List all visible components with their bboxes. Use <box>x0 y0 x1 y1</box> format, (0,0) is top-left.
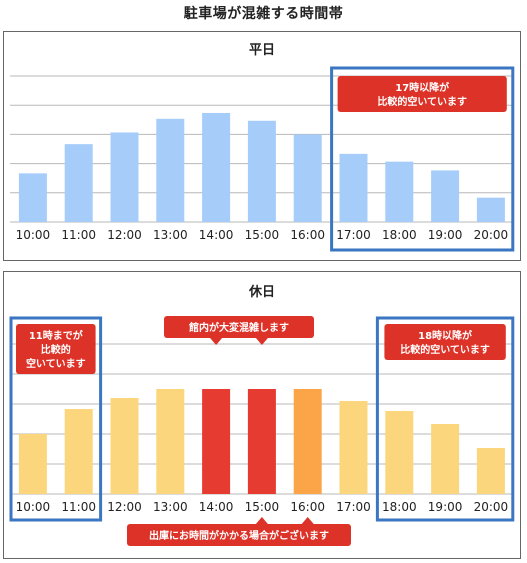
callout-until-11-text: 比較的 <box>41 343 71 356</box>
holiday-chart-panel: 休日 10:00 11:00 12:00 13:00 14:00 15:00 16:00 17:… <box>3 271 521 559</box>
weekday-chart-panel: 平日 10:00 11:00 12:00 13:00 14:00 15:00 16:00 17:… <box>3 31 521 261</box>
callout-after-18-box <box>384 324 506 360</box>
callout-very-crowded-box <box>164 316 314 338</box>
bar-1700 <box>339 153 368 222</box>
x-tick-label: 13:00 <box>153 228 188 242</box>
x-tick-label: 10:00 <box>16 228 51 242</box>
x-tick-label: 17:00 <box>336 500 371 514</box>
callout-very-crowded-text: 館内が大変混雑します <box>188 321 289 334</box>
highlight-box-after-17 <box>330 66 515 252</box>
bar-1600 <box>293 389 322 494</box>
page-title: 駐車場が混雑する時間帯 <box>183 6 344 22</box>
callout-until-11-text: 空いています <box>26 357 86 370</box>
x-tick-label: 20:00 <box>474 500 509 514</box>
bar-1500 <box>247 389 276 494</box>
weekday-bar-chart: 平日 10:00 11:00 12:00 13:00 14:00 15:00 16:00 17:… <box>10 43 515 252</box>
callout-after-18-text: 18時以降が <box>418 329 473 342</box>
bar-1400 <box>202 389 231 494</box>
callout-until-11-text: 11時までが <box>29 329 84 342</box>
callout-after-18-text: 比較的空いています <box>400 343 490 356</box>
highlight-box-until-11 <box>9 316 103 522</box>
callout-exit-delay-pointer <box>255 517 268 524</box>
x-tick-label: 17:00 <box>336 228 371 242</box>
x-tick-label: 15:00 <box>245 228 280 242</box>
callout-after-17-text: 比較的空いています <box>377 95 467 108</box>
bar-1000 <box>18 434 47 494</box>
x-tick-label: 19:00 <box>428 500 463 514</box>
x-tick-label: 16:00 <box>290 500 325 514</box>
bar-1100 <box>64 409 93 494</box>
x-tick-label: 11:00 <box>61 500 96 514</box>
x-tick-label: 18:00 <box>382 228 417 242</box>
callout-very-crowded-pointer <box>255 338 268 345</box>
chart-title: 休日 <box>248 284 275 300</box>
x-tick-label: 18:00 <box>382 500 417 514</box>
callout-exit-delay-text: 出庫にお時間がかかる場合がございます <box>149 529 329 542</box>
callout-exit-delay-pointer <box>301 517 314 524</box>
x-tick-label: 10:00 <box>16 500 51 514</box>
x-tick-label: 16:00 <box>290 228 325 242</box>
callout-after-17-text: 17時以降が <box>395 81 450 94</box>
chart-title: 平日 <box>249 43 275 58</box>
bar-1700 <box>339 401 368 494</box>
x-tick-label: 19:00 <box>428 228 463 242</box>
x-tick-label: 14:00 <box>199 500 234 514</box>
bar-1900 <box>431 424 460 494</box>
highlight-box-after-18 <box>375 316 515 522</box>
x-tick-label: 14:00 <box>199 228 234 242</box>
callout-exit-delay-box <box>127 524 351 546</box>
bar-1900 <box>431 170 460 222</box>
bar-1200 <box>110 132 139 222</box>
x-tick-label: 12:00 <box>107 228 142 242</box>
bar-2000 <box>476 197 505 222</box>
bar-1800 <box>385 161 414 222</box>
bar-1200 <box>110 398 139 494</box>
bar-1400 <box>202 112 231 222</box>
x-tick-label: 13:00 <box>153 500 188 514</box>
callout-until-11-box <box>16 324 96 374</box>
x-tick-label: 12:00 <box>107 500 142 514</box>
holiday-bar-chart: 休日 10:00 11:00 12:00 13:00 14:00 15:00 16:00 17:… <box>9 284 515 546</box>
x-tick-label: 11:00 <box>61 228 96 242</box>
bar-1800 <box>385 411 414 494</box>
bar-1300 <box>156 389 185 494</box>
bar-1600 <box>293 134 322 222</box>
callout-very-crowded-pointer <box>210 338 223 345</box>
x-tick-label: 20:00 <box>474 228 509 242</box>
callout-after-17-box <box>337 76 507 112</box>
bar-2000 <box>476 448 505 494</box>
bar-1300 <box>156 118 185 222</box>
bar-1100 <box>64 144 93 222</box>
bar-1500 <box>247 120 276 222</box>
bar-1000 <box>18 173 47 222</box>
x-tick-label: 15:00 <box>245 500 280 514</box>
